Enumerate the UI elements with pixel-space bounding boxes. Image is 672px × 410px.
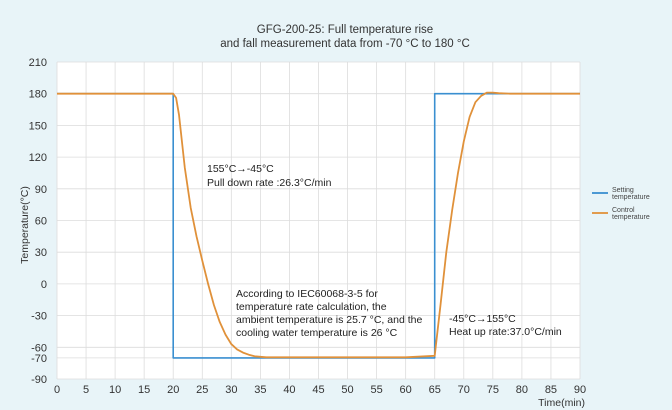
iec-note-line-4: cooling water temperature is 26 °C xyxy=(236,327,398,339)
x-tick-label: 70 xyxy=(458,384,470,396)
legend-label: Setting xyxy=(612,187,634,194)
y-tick-label: 60 xyxy=(35,216,47,228)
y-tick-label: -30 xyxy=(31,311,47,323)
x-tick-label: 0 xyxy=(54,384,60,396)
y-axis-label: Temperature(°C) xyxy=(19,186,31,264)
y-tick-label: 150 xyxy=(29,120,47,132)
y-tick-label: 90 xyxy=(35,184,47,196)
x-tick-label: 5 xyxy=(83,384,89,396)
y-tick-label: 120 xyxy=(29,152,47,164)
x-tick-label: 20 xyxy=(167,384,179,396)
y-tick-label: 210 xyxy=(29,57,47,69)
iec-note-line-2: temperature rate calculation, the xyxy=(236,301,387,313)
y-tick-label: 30 xyxy=(35,247,47,259)
y-tick-label: 0 xyxy=(41,279,47,291)
legend-label: temperature xyxy=(612,214,650,221)
x-tick-label: 15 xyxy=(138,384,150,396)
x-axis-label: Time(min) xyxy=(538,397,585,409)
chart-title-line-2: and fall measurement data from -70 °C to… xyxy=(220,38,470,50)
legend-label: temperature xyxy=(612,194,650,201)
pull-down-annotation-line-2: Pull down rate :26.3°C/min xyxy=(207,177,332,189)
control-temperature-line xyxy=(57,91,580,359)
y-tick-label: -70 xyxy=(31,353,47,365)
x-tick-label: 10 xyxy=(109,384,121,396)
x-tick-label: 35 xyxy=(254,384,266,396)
heat-up-annotation-line-1: -45°C→155°C xyxy=(449,313,516,325)
x-tick-label: 85 xyxy=(545,384,557,396)
x-tick-label: 45 xyxy=(312,384,324,396)
legend-label: Control xyxy=(612,207,635,214)
y-tick-label: -60 xyxy=(31,342,47,354)
pull-down-annotation-line-1: 155°C→-45°C xyxy=(207,163,274,175)
x-tick-label: 65 xyxy=(429,384,441,396)
x-tick-label: 60 xyxy=(400,384,412,396)
y-tick-label: -90 xyxy=(31,374,47,386)
x-tick-label: 25 xyxy=(196,384,208,396)
x-tick-label: 80 xyxy=(516,384,528,396)
chart-title-line-1: GFG-200-25: Full temperature rise xyxy=(257,24,433,36)
x-tick-label: 75 xyxy=(487,384,499,396)
y-tick-label: 180 xyxy=(29,89,47,101)
x-tick-label: 50 xyxy=(341,384,353,396)
x-tick-label: 90 xyxy=(574,384,586,396)
x-tick-label: 30 xyxy=(225,384,237,396)
iec-note-line-3: ambient temperature is 25.7 °C, and the xyxy=(236,314,422,326)
heat-up-annotation-line-2: Heat up rate:37.0°C/min xyxy=(449,326,562,338)
x-tick-label: 40 xyxy=(283,384,295,396)
iec-note-line-1: According to IEC60068-3-5 for xyxy=(236,288,378,300)
x-tick-label: 55 xyxy=(370,384,382,396)
